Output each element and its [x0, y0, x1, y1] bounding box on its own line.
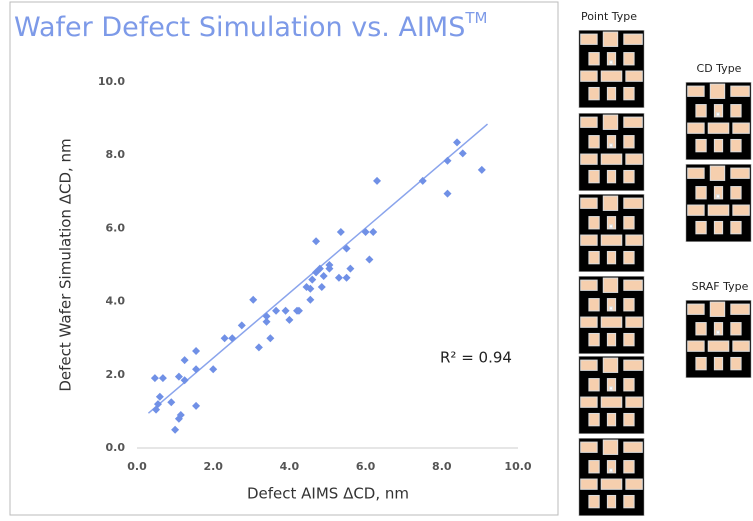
data-point [373, 176, 382, 185]
data-point [209, 365, 218, 374]
thumbnail [685, 164, 752, 242]
data-point [220, 334, 229, 343]
data-point [272, 306, 281, 315]
data-point [192, 365, 201, 374]
y-tick-label: 6.0 [106, 221, 126, 234]
y-axis-label: Defect Wafer Simulation ΔCD, nm [57, 138, 75, 391]
data-point [365, 255, 374, 264]
data-point [308, 275, 317, 284]
x-tick-label: 4.0 [280, 460, 300, 473]
title-superscript: TM [464, 9, 487, 27]
data-point [334, 273, 343, 282]
x-axis-label: Defect AIMS ΔCD, nm [247, 485, 409, 503]
x-tick-label: 0.0 [127, 460, 147, 473]
data-point [346, 264, 355, 273]
data-point [155, 392, 164, 401]
data-point [458, 149, 467, 158]
data-point [266, 334, 275, 343]
chart-frame [9, 1, 559, 516]
x-tick-label: 6.0 [356, 460, 376, 473]
data-point [317, 282, 326, 291]
annotation: R² = 0.94 [440, 349, 512, 367]
data-point [262, 317, 271, 326]
y-tick-label: 0.0 [106, 441, 126, 454]
thumbnail [578, 356, 645, 434]
data-point [342, 244, 351, 253]
data-point [158, 374, 167, 383]
data-point [312, 237, 321, 246]
group-label: Point Type [581, 10, 637, 23]
data-point [306, 284, 315, 293]
data-point [443, 156, 452, 165]
data-point [369, 228, 378, 237]
data-point [453, 138, 462, 147]
data-point [254, 343, 263, 352]
data-point [153, 400, 162, 409]
data-point [443, 189, 452, 198]
title-text: Wafer Defect Simulation vs. AIMS [14, 12, 465, 43]
data-point [249, 295, 258, 304]
thumbnail [685, 300, 752, 378]
data-point [228, 334, 237, 343]
data-point [342, 273, 351, 282]
data-point [150, 374, 159, 383]
group-label: SRAF Type [692, 280, 749, 293]
chart-title: Wafer Defect Simulation vs. AIMSTM [14, 9, 487, 43]
thumbnail [578, 113, 645, 191]
y-tick-label: 8.0 [106, 148, 126, 161]
data-point [192, 347, 201, 356]
thumbnail [578, 276, 645, 354]
data-point [192, 401, 201, 410]
data-point [180, 376, 189, 385]
data-point [262, 312, 271, 321]
y-tick-label: 10.0 [98, 75, 125, 88]
thumbnail [578, 30, 645, 108]
thumbnail [578, 194, 645, 272]
data-point [336, 228, 345, 237]
data-point [294, 306, 303, 315]
data-point [285, 315, 294, 324]
data-point [180, 356, 189, 365]
data-point [167, 398, 176, 407]
data-point [176, 411, 185, 420]
data-point [315, 264, 324, 273]
data-point [361, 228, 370, 237]
y-tick-label: 2.0 [106, 368, 126, 381]
data-point [174, 372, 183, 381]
x-tick-label: 2.0 [203, 460, 223, 473]
data-point [418, 176, 427, 185]
thumbnail [578, 438, 645, 516]
data-point [306, 295, 315, 304]
data-point [319, 271, 328, 280]
y-tick-label: 4.0 [106, 295, 126, 308]
thumbnail [685, 82, 752, 160]
x-tick-label: 10.0 [504, 460, 531, 473]
thumbnails [578, 30, 752, 516]
data-point [477, 165, 486, 174]
data-point [325, 261, 334, 269]
x-tick-label: 8.0 [432, 460, 452, 473]
group-label: CD Type [697, 62, 742, 75]
data-point [237, 321, 246, 330]
data-point [281, 306, 290, 315]
data-point [171, 425, 180, 434]
